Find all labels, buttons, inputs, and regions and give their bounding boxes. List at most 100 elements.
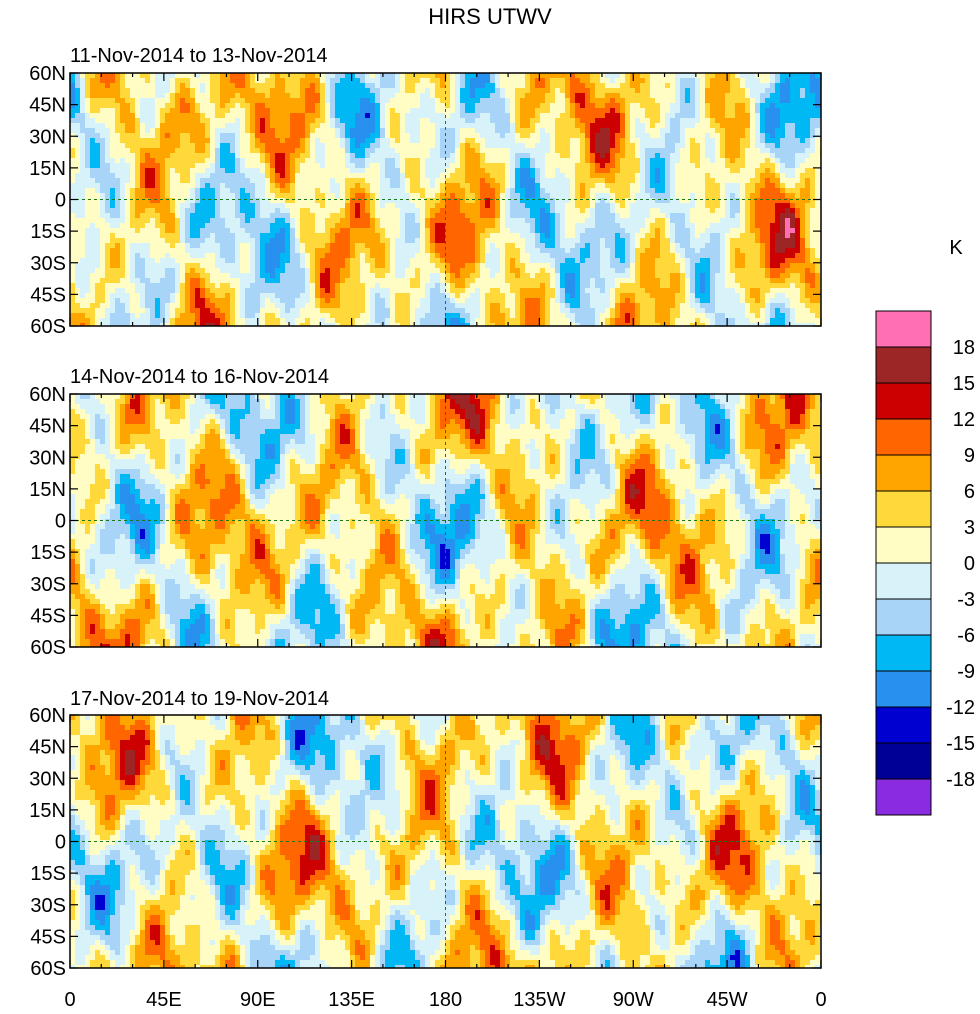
field-cell xyxy=(685,218,691,224)
field-cell xyxy=(340,208,346,214)
field-cell xyxy=(705,143,711,149)
field-cell xyxy=(325,108,331,114)
field-cell xyxy=(565,168,571,174)
field-cell xyxy=(245,178,251,184)
field-cell xyxy=(610,128,616,134)
field-cell xyxy=(435,98,441,104)
field-cell xyxy=(260,178,266,184)
field-cell xyxy=(190,188,196,194)
field-cell xyxy=(205,148,211,154)
field-cell xyxy=(375,153,381,159)
field-cell xyxy=(285,168,291,174)
field-cell xyxy=(495,113,501,119)
field-cell xyxy=(525,83,531,89)
field-cell xyxy=(720,173,726,179)
field-cell xyxy=(685,183,691,189)
field-cell xyxy=(310,223,316,229)
field-cell xyxy=(130,203,136,209)
field-cell xyxy=(485,168,491,174)
field-cell xyxy=(275,118,281,124)
field-cell xyxy=(205,178,211,184)
field-cell xyxy=(85,218,91,224)
field-cell xyxy=(465,168,471,174)
field-cell xyxy=(645,98,651,104)
field-cell xyxy=(655,223,661,229)
field-cell xyxy=(465,173,471,179)
field-cell xyxy=(210,203,216,209)
field-cell xyxy=(360,143,366,149)
field-cell xyxy=(645,183,651,189)
field-cell xyxy=(610,158,616,164)
field-cell xyxy=(485,113,491,119)
field-cell xyxy=(465,158,471,164)
field-cell xyxy=(140,143,146,149)
field-cell xyxy=(640,223,646,229)
field-cell xyxy=(200,218,206,224)
field-cell xyxy=(745,118,751,124)
field-cell xyxy=(535,193,541,199)
field-cell xyxy=(300,173,306,179)
field-cell xyxy=(170,213,176,219)
field-cell xyxy=(80,123,86,129)
field-cell xyxy=(205,183,211,189)
field-cell xyxy=(470,133,476,139)
field-cell xyxy=(210,103,216,109)
field-cell xyxy=(255,128,261,134)
field-cell xyxy=(540,103,546,109)
field-cell xyxy=(665,123,671,129)
field-cell xyxy=(225,143,231,149)
field-cell xyxy=(790,103,796,109)
field-cell xyxy=(165,213,171,219)
field-cell xyxy=(410,178,416,184)
field-cell xyxy=(655,88,661,94)
field-cell xyxy=(320,198,326,204)
field-cell xyxy=(260,193,266,199)
field-cell xyxy=(785,128,791,134)
field-cell xyxy=(380,103,386,109)
field-cell xyxy=(515,88,521,94)
field-cell xyxy=(480,93,486,99)
field-cell xyxy=(85,118,91,124)
field-cell xyxy=(655,228,661,234)
field-cell xyxy=(725,88,731,94)
field-cell xyxy=(285,138,291,144)
field-cell xyxy=(635,123,641,129)
field-cell xyxy=(85,198,91,204)
field-cell xyxy=(305,203,311,209)
field-cell xyxy=(440,118,446,124)
field-cell xyxy=(805,153,811,159)
field-cell xyxy=(335,133,341,139)
field-cell xyxy=(155,213,161,219)
field-cell xyxy=(775,88,781,94)
field-cell xyxy=(780,178,786,184)
field-cell xyxy=(390,103,396,109)
field-cell xyxy=(215,148,221,154)
field-cell xyxy=(165,128,171,134)
field-cell xyxy=(685,178,691,184)
field-cell xyxy=(100,108,106,114)
field-cell xyxy=(785,148,791,154)
field-cell xyxy=(755,198,761,204)
field-cell xyxy=(570,208,576,214)
field-cell xyxy=(455,123,461,129)
field-cell xyxy=(295,223,301,229)
field-cell xyxy=(805,83,811,89)
field-cell xyxy=(675,133,681,139)
field-cell xyxy=(485,103,491,109)
field-cell xyxy=(665,163,671,169)
field-cell xyxy=(500,213,506,219)
field-cell xyxy=(730,173,736,179)
field-cell xyxy=(145,118,151,124)
field-cell xyxy=(520,188,526,194)
field-cell xyxy=(380,223,386,229)
field-cell xyxy=(335,103,341,109)
field-cell xyxy=(610,113,616,119)
field-cell xyxy=(200,88,206,94)
field-cell xyxy=(705,148,711,154)
field-cell xyxy=(95,93,101,99)
field-cell xyxy=(760,103,766,109)
field-cell xyxy=(355,213,361,219)
field-cell xyxy=(165,163,171,169)
field-cell xyxy=(745,143,751,149)
field-cell xyxy=(155,113,161,119)
